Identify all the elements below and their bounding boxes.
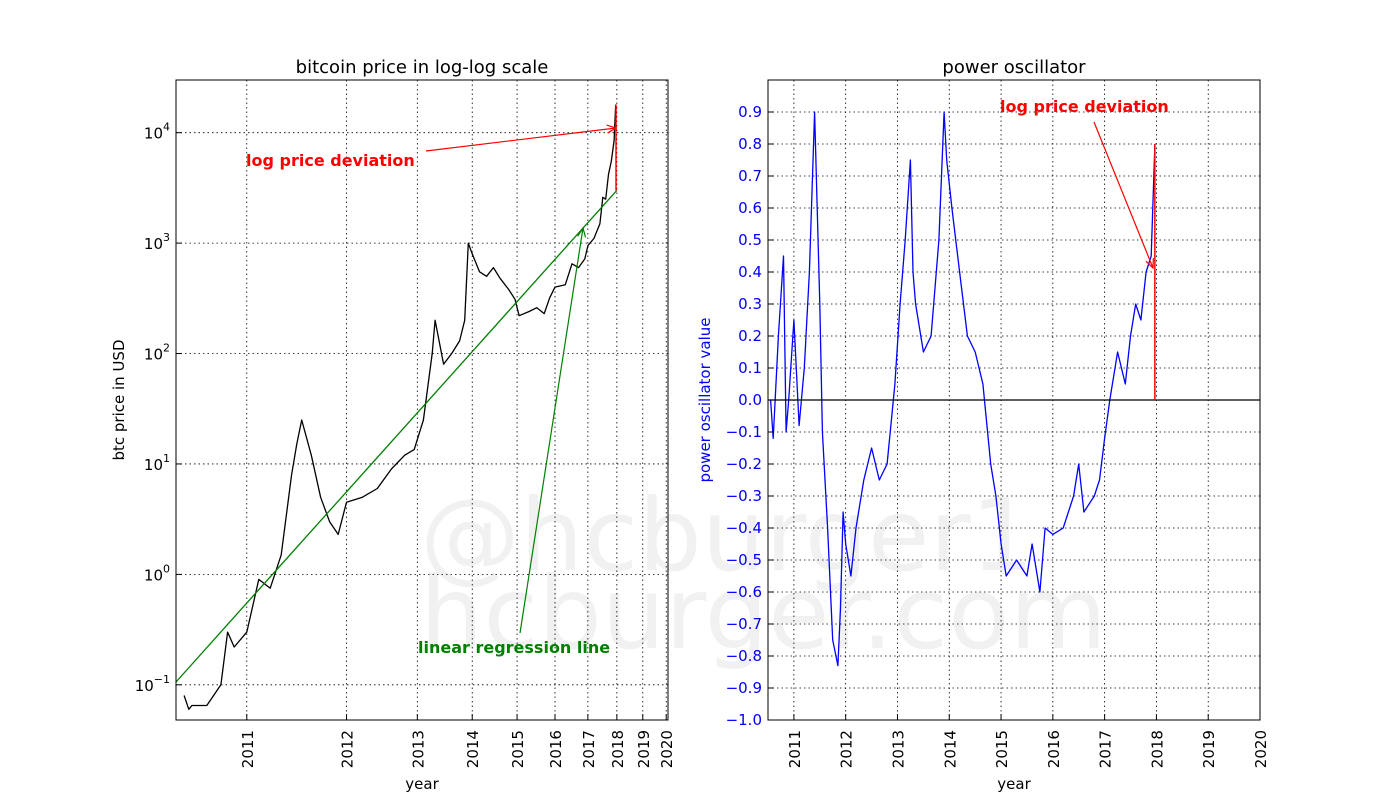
right-x-tick-label: 2012 bbox=[838, 730, 856, 768]
left-chart-title: bitcoin price in log-log scale bbox=[296, 57, 549, 78]
right-y-axis-label: power oscillator value bbox=[696, 317, 714, 482]
watermark: @hcburger1 hcburger.com bbox=[420, 477, 1107, 672]
left-x-ticks: 2011 2012 2013 2014 2015 2016 2017 2018 2019 2020 bbox=[239, 714, 676, 768]
left-plot-area bbox=[175, 104, 618, 710]
left-x-tick-label: 2015 bbox=[509, 730, 527, 768]
left-deviation-arrow-shaft bbox=[425, 127, 617, 152]
right-x-tick-label: 2011 bbox=[786, 730, 804, 768]
right-y-tick-label: −0.4 bbox=[726, 519, 762, 537]
regression-line bbox=[175, 189, 618, 683]
right-y-tick-label: −0.3 bbox=[726, 487, 762, 505]
left-y-tick-label: 101 bbox=[144, 452, 170, 474]
right-x-axis-label: year bbox=[997, 775, 1031, 793]
right-y-tick-label: −0.5 bbox=[726, 551, 762, 569]
right-y-tick-label: −0.1 bbox=[726, 423, 762, 441]
left-y-tick-label: 103 bbox=[144, 231, 170, 253]
left-x-tick-label: 2017 bbox=[580, 730, 598, 768]
right-y-tick-label: −1.0 bbox=[726, 711, 762, 729]
right-panel: power oscillator log price deviation 201… bbox=[696, 57, 1270, 793]
right-y-ticks: −1.0 −0.9 −0.8 −0.7 −0.6 −0.5 −0.4 −0.3 −0.2 −0.1… bbox=[726, 103, 774, 729]
regression-arrow-head bbox=[577, 226, 587, 238]
left-x-tick-label: 2014 bbox=[464, 730, 482, 768]
watermark-line-1: @hcburger1 bbox=[420, 477, 1034, 594]
left-deviation-label: log price deviation bbox=[246, 151, 415, 170]
right-x-tick-label: 2019 bbox=[1200, 730, 1218, 768]
left-x-tick-label: 2019 bbox=[635, 730, 653, 768]
right-x-ticks: 2011 2012 2013 2014 2015 2016 2017 2018 2019 2020 bbox=[786, 714, 1270, 768]
right-plot-area bbox=[768, 111, 1260, 667]
left-x-tick-label: 2016 bbox=[547, 730, 565, 768]
right-y-tick-label: 0.8 bbox=[738, 135, 762, 153]
right-y-tick-label: 0.9 bbox=[738, 103, 762, 121]
left-y-tick-label: 10−1 bbox=[135, 673, 170, 695]
right-deviation-label: log price deviation bbox=[1000, 97, 1169, 116]
right-annotations: log price deviation bbox=[1000, 97, 1169, 400]
right-chart-title: power oscillator bbox=[942, 57, 1086, 78]
right-y-tick-label: −0.9 bbox=[726, 679, 762, 697]
regression-arrow-shaft bbox=[519, 227, 584, 634]
left-y-tick-label: 104 bbox=[144, 121, 170, 143]
right-y-tick-label: −0.6 bbox=[726, 583, 762, 601]
right-y-tick-label: −0.2 bbox=[726, 455, 762, 473]
right-y-tick-label: 0.0 bbox=[738, 391, 762, 409]
right-y-tick-label: 0.5 bbox=[738, 231, 762, 249]
left-y-ticks: 10−1 100 101 102 103 104 bbox=[135, 121, 182, 695]
right-y-tick-label: 0.3 bbox=[738, 295, 762, 313]
left-y-tick-label: 100 bbox=[144, 562, 170, 584]
right-deviation-arrow-head bbox=[1145, 258, 1154, 270]
right-x-tick-label: 2017 bbox=[1097, 730, 1115, 768]
left-panel: bitcoin price in log-log scale log price… bbox=[110, 57, 676, 793]
right-deviation-arrow-shaft bbox=[1093, 121, 1154, 269]
watermark-line-2: hcburger.com bbox=[420, 555, 1107, 672]
left-y-axis-label: btc price in USD bbox=[110, 339, 128, 460]
left-deviation-arrow-head bbox=[606, 124, 618, 134]
right-x-tick-label: 2016 bbox=[1045, 730, 1063, 768]
right-y-tick-label: 0.6 bbox=[738, 199, 762, 217]
left-x-tick-label: 2012 bbox=[339, 730, 357, 768]
left-y-tick-label: 102 bbox=[144, 342, 170, 364]
right-y-tick-label: 0.4 bbox=[738, 263, 762, 281]
right-x-tick-label: 2014 bbox=[941, 730, 959, 768]
left-x-axis-label: year bbox=[405, 775, 439, 793]
right-y-tick-label: −0.7 bbox=[726, 615, 762, 633]
left-grid bbox=[176, 80, 668, 720]
left-x-tick-label: 2020 bbox=[658, 730, 676, 768]
left-annotations: log price deviation linear regression lin… bbox=[246, 104, 618, 657]
left-x-tick-label: 2011 bbox=[239, 730, 257, 768]
oscillator-series-line bbox=[769, 111, 1156, 667]
right-y-tick-label: 0.2 bbox=[738, 327, 762, 345]
right-y-tick-label: 0.7 bbox=[738, 167, 762, 185]
regression-label: linear regression line bbox=[418, 638, 610, 657]
right-x-tick-label: 2020 bbox=[1252, 730, 1270, 768]
right-y-tick-label: −0.8 bbox=[726, 647, 762, 665]
left-x-tick-label: 2013 bbox=[409, 730, 427, 768]
right-x-tick-label: 2018 bbox=[1148, 730, 1166, 768]
right-x-tick-label: 2015 bbox=[993, 730, 1011, 768]
right-y-tick-label: 0.1 bbox=[738, 359, 762, 377]
left-x-tick-label: 2018 bbox=[609, 730, 627, 768]
left-plot-frame bbox=[175, 79, 669, 721]
right-x-tick-label: 2013 bbox=[889, 730, 907, 768]
